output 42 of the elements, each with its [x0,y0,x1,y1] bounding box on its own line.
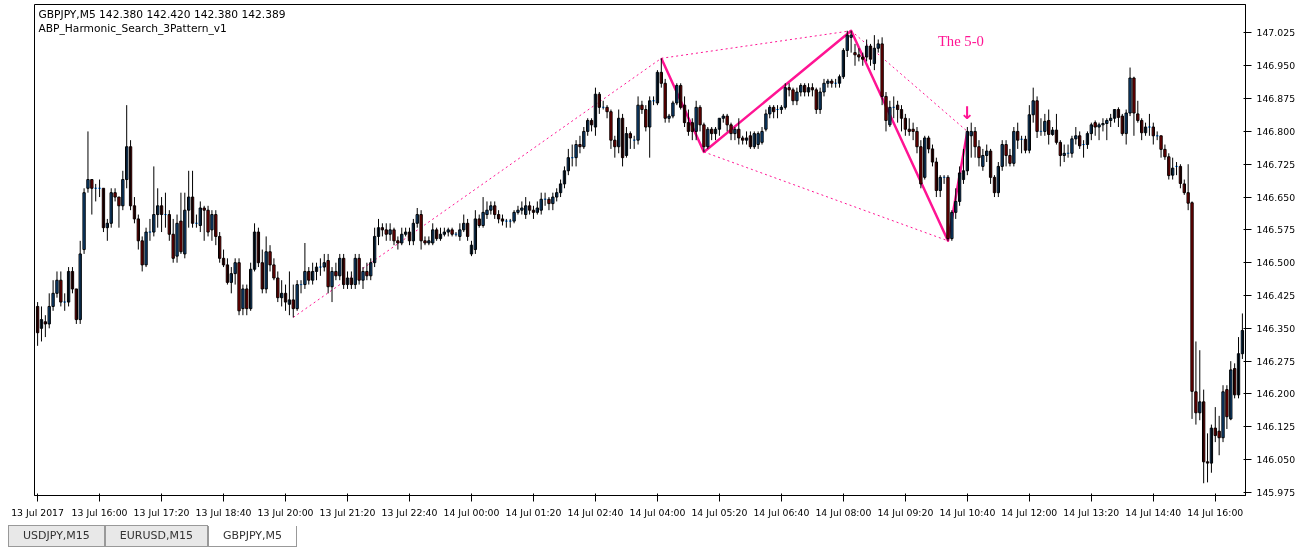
x-tick-label: 14 Jul 13:20 [1063,506,1120,518]
x-tick-label: 14 Jul 10:40 [939,506,996,518]
x-tick-label: 14 Jul 16:00 [1187,506,1244,518]
text: USDJPY,M15 [8,525,105,547]
x-tick-label: 13 Jul 2017 [11,506,65,518]
y-tick-label: 145.975 [1256,486,1296,498]
y-tick-label: 146.350 [1256,322,1296,334]
y-tick-label: 146.875 [1256,93,1296,105]
x-tick-label: 13 Jul 18:40 [195,506,252,518]
x-tick-label: 13 Jul 21:20 [319,506,376,518]
y-tick-label: 146.950 [1256,60,1296,72]
y-tick-label: 146.050 [1256,454,1296,466]
y-tick-label: 146.725 [1256,158,1296,170]
y-tick-label: 147.025 [1256,27,1296,39]
x-tick-label: 14 Jul 02:40 [567,506,624,518]
y-tick-label: 146.425 [1256,290,1296,302]
y-tick-label: 146.575 [1256,224,1296,236]
y-tick-label: 146.275 [1256,355,1296,367]
x-tick-label: 14 Jul 04:00 [629,506,686,518]
y-tick-label: 146.500 [1256,257,1296,269]
x-tick-label: 14 Jul 08:00 [815,506,872,518]
x-tick-label: 14 Jul 14:40 [1125,506,1182,518]
y-tick-label: 146.125 [1256,421,1296,433]
x-tick-label: 14 Jul 12:00 [1001,506,1058,518]
y-tick-label: 146.800 [1256,125,1296,137]
x-tick-label: 13 Jul 16:00 [71,506,128,518]
annotation: The 5-0 [937,33,984,50]
x-tick-label: 14 Jul 00:00 [443,506,500,518]
x-tick-label: 14 Jul 05:20 [691,506,748,518]
y-tick-label: 146.200 [1256,388,1296,400]
x-tick-label: 14 Jul 01:20 [505,506,562,518]
text: GBPJPY,M5 [207,526,298,547]
x-tick-label: 14 Jul 06:40 [753,506,810,518]
chart-title: GBPJPY,M5 142.380 142.420 142.380 142.389 [38,7,286,21]
annotation: ↓ [960,103,975,124]
text: ABP_Harmonic_Search_3Pattern_v1 [38,21,227,35]
x-tick-label: 13 Jul 22:40 [381,506,438,518]
y-tick-label: 146.650 [1256,191,1296,203]
x-tick-label: 14 Jul 09:20 [877,506,934,518]
text: EURUSD,M15 [104,525,208,547]
x-tick-label: 13 Jul 20:00 [257,506,314,518]
x-tick-label: 13 Jul 17:20 [133,506,190,518]
